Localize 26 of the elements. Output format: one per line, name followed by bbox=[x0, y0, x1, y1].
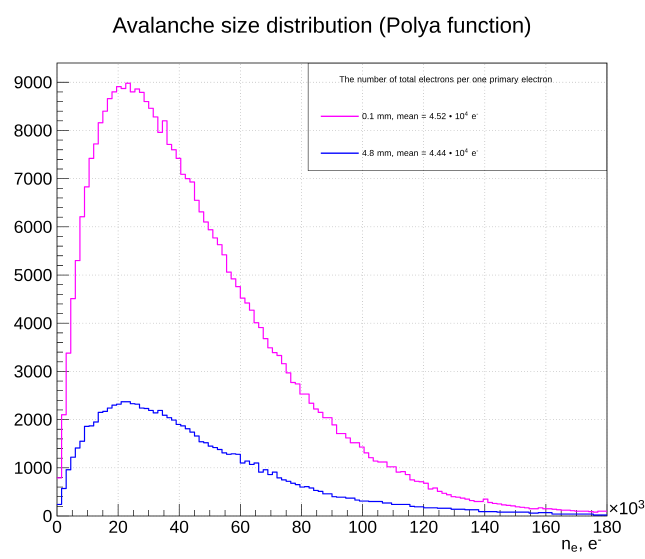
y-tick-label: 2000 bbox=[14, 413, 52, 426]
x-tick-label: 0 bbox=[52, 520, 62, 533]
x-tick-label: 80 bbox=[292, 520, 310, 533]
y-tick-label: 1000 bbox=[15, 462, 52, 474]
y-tick-label: 4000 bbox=[14, 317, 52, 330]
x-tick-label: 180 bbox=[594, 520, 621, 533]
text: ×10$^{3}$ bbox=[610, 500, 644, 514]
x-tick-label: 140 bbox=[472, 520, 499, 533]
y-tick-label: 0 bbox=[43, 510, 52, 522]
x-tick-label: 120 bbox=[410, 520, 438, 533]
legend-label: 0.1 mm, mean = 4.52 • 10$^{4}$ e$^{-}$ bbox=[362, 112, 478, 120]
x-tick-label: 20 bbox=[109, 520, 128, 533]
legend-label: 4.8 mm, mean = 4.44 • 10$^{4}$ e$^{-}$ bbox=[362, 148, 478, 158]
y-tick-label: 9000 bbox=[14, 76, 52, 88]
y-tick-label: 8000 bbox=[14, 124, 52, 137]
x-tick-label: 40 bbox=[170, 520, 188, 533]
x-tick-label: 160 bbox=[532, 520, 560, 533]
x-tick-label: 100 bbox=[349, 520, 376, 533]
x-tick-label: 60 bbox=[232, 520, 250, 533]
chart-title: Avalanche size distribution (Polya function) bbox=[112, 16, 530, 38]
y-tick-label: 6000 bbox=[14, 220, 52, 233]
legend-title: The number of total electrons per one primary electron bbox=[339, 76, 552, 84]
y-tick-label: 5000 bbox=[14, 268, 52, 282]
y-tick-label: 7000 bbox=[14, 172, 52, 185]
x-axis-title: n$_{e}$, e$^{-}$ bbox=[562, 540, 602, 552]
y-tick-label: 3000 bbox=[14, 365, 52, 378]
